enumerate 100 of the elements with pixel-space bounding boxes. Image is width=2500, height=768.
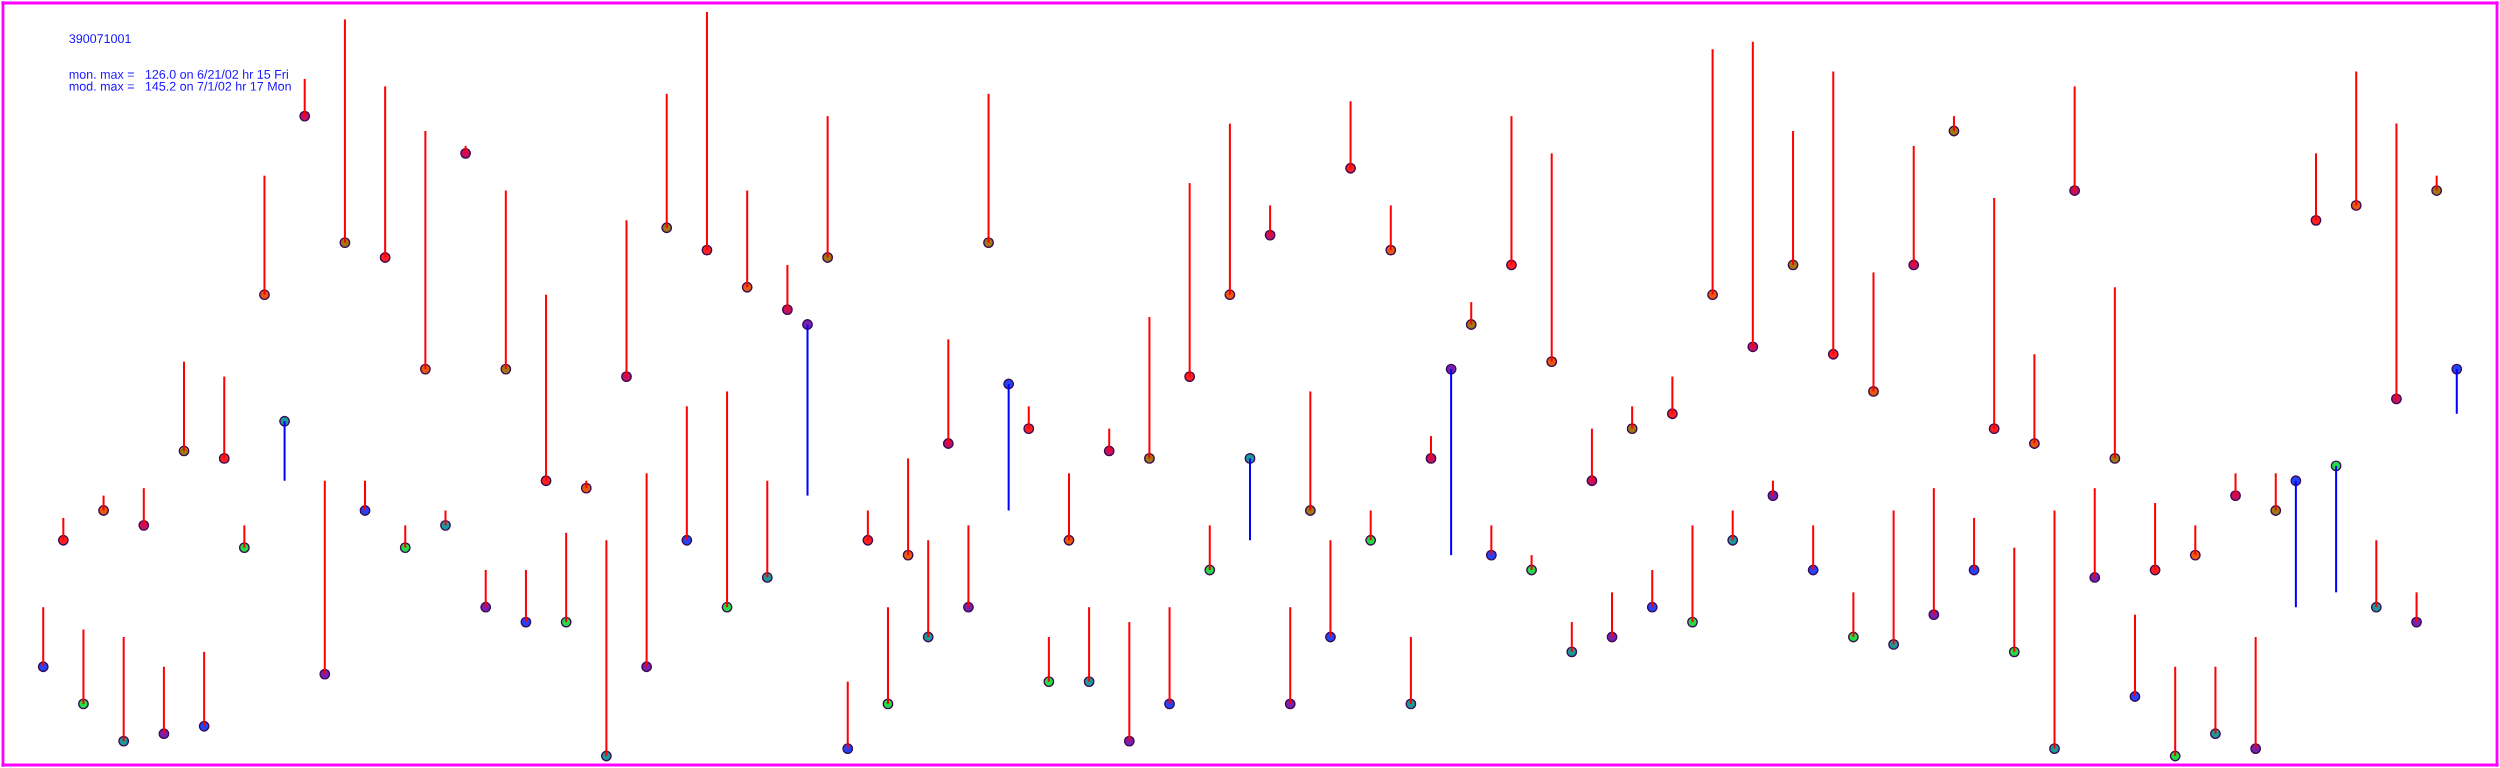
candlestick [464,145,467,154]
candlestick [605,540,608,757]
candlestick [886,607,889,704]
candlestick [1108,428,1111,451]
candlestick [1852,592,1855,637]
candlestick [2435,175,2438,191]
candlestick [1590,428,1593,481]
candlestick [62,517,65,541]
candlestick [384,86,387,258]
candlestick [444,510,447,526]
candlestick [625,220,628,377]
candlestick [2375,540,2378,608]
candlestick [866,510,869,541]
candlestick [1329,540,1332,637]
candlestick [1248,458,1252,541]
candlestick [545,294,548,481]
candlestick [343,19,346,243]
candlestick [42,607,45,667]
candlestick [1409,636,1412,704]
candlestick [1812,525,1815,571]
candlestick [2154,503,2157,571]
candlestick [2133,614,2136,697]
candlestick [1751,41,1754,347]
candlestick [2335,465,2338,593]
candlestick [1349,101,1352,169]
candlestick [1389,205,1392,251]
candlestick [2013,547,2016,652]
candlestick [1369,510,1372,541]
candlestick [2033,354,2036,444]
candlestick [1570,622,1573,652]
candlestick [162,666,165,734]
candlestick [2194,525,2197,556]
candlestick [1711,49,1714,295]
annotation: mon. max = 126.0 on 6/21/02 hr 15 Fri [69,69,288,79]
candlestick [1872,272,1875,392]
candlestick [1148,317,1151,459]
candlestick [404,525,407,548]
candlestick [987,93,990,243]
candlestick [484,570,487,608]
candlestick [1007,384,1010,511]
candlestick [2314,153,2317,221]
candlestick [1671,376,1674,414]
candlestick [2455,369,2458,414]
candlestick [1550,153,1553,362]
candlestick [826,116,829,258]
candlestick [705,11,708,251]
candlestick [203,651,206,727]
candlestick [243,525,246,548]
candlestick [1952,116,1955,132]
candlestick [1128,622,1131,742]
candlestick [1470,302,1473,325]
candlestick [1228,123,1231,295]
candlestick [2174,666,2177,757]
candlestick [1932,488,1935,615]
candlestick [1530,555,1533,571]
candlestick [1269,205,1272,236]
candlestick [183,361,186,451]
candlestick [645,473,648,667]
candlestick [424,131,427,370]
candlestick [82,629,85,704]
candlestick [1771,480,1774,496]
candlestick [1168,607,1171,704]
candlestick [2415,592,2418,623]
candlestick [1208,525,1211,571]
candlestick [565,532,568,623]
candlestick [2113,287,2116,459]
candlestick [907,458,910,556]
candlestick [947,339,950,444]
candlestick [263,175,266,295]
candlestick [303,78,306,117]
candlestick [2214,666,2217,734]
candlestick [102,495,105,511]
candlestick [1510,116,1513,265]
candlestick [2234,473,2237,496]
candlestick [283,421,286,481]
candlestick [1289,607,1292,704]
candlestick [766,480,769,578]
candlestick [967,525,970,608]
candlestick [2395,123,2398,399]
candlestick [122,636,125,742]
candlestick [504,190,507,370]
candlestick [927,540,930,637]
candlestick [524,570,527,623]
candlestick [786,264,789,310]
candlestick [806,324,809,496]
candlestick [746,190,749,288]
candlestick [1490,525,1493,556]
annotation: mod. max = 145.2 on 7/1/02 hr 17 Mon [69,81,291,91]
candlestick [1631,406,1634,429]
candlestick [1088,607,1091,682]
candlestick [1973,517,1976,571]
candlestick [323,480,326,675]
candlestick [726,391,729,608]
candlestick [1912,145,1915,265]
candlestick [1188,183,1191,377]
candlestick [223,376,226,459]
candlestick [1067,473,1070,541]
candlestick [1832,71,1835,355]
candlestick [1027,406,1030,429]
candlestick [1450,369,1453,556]
